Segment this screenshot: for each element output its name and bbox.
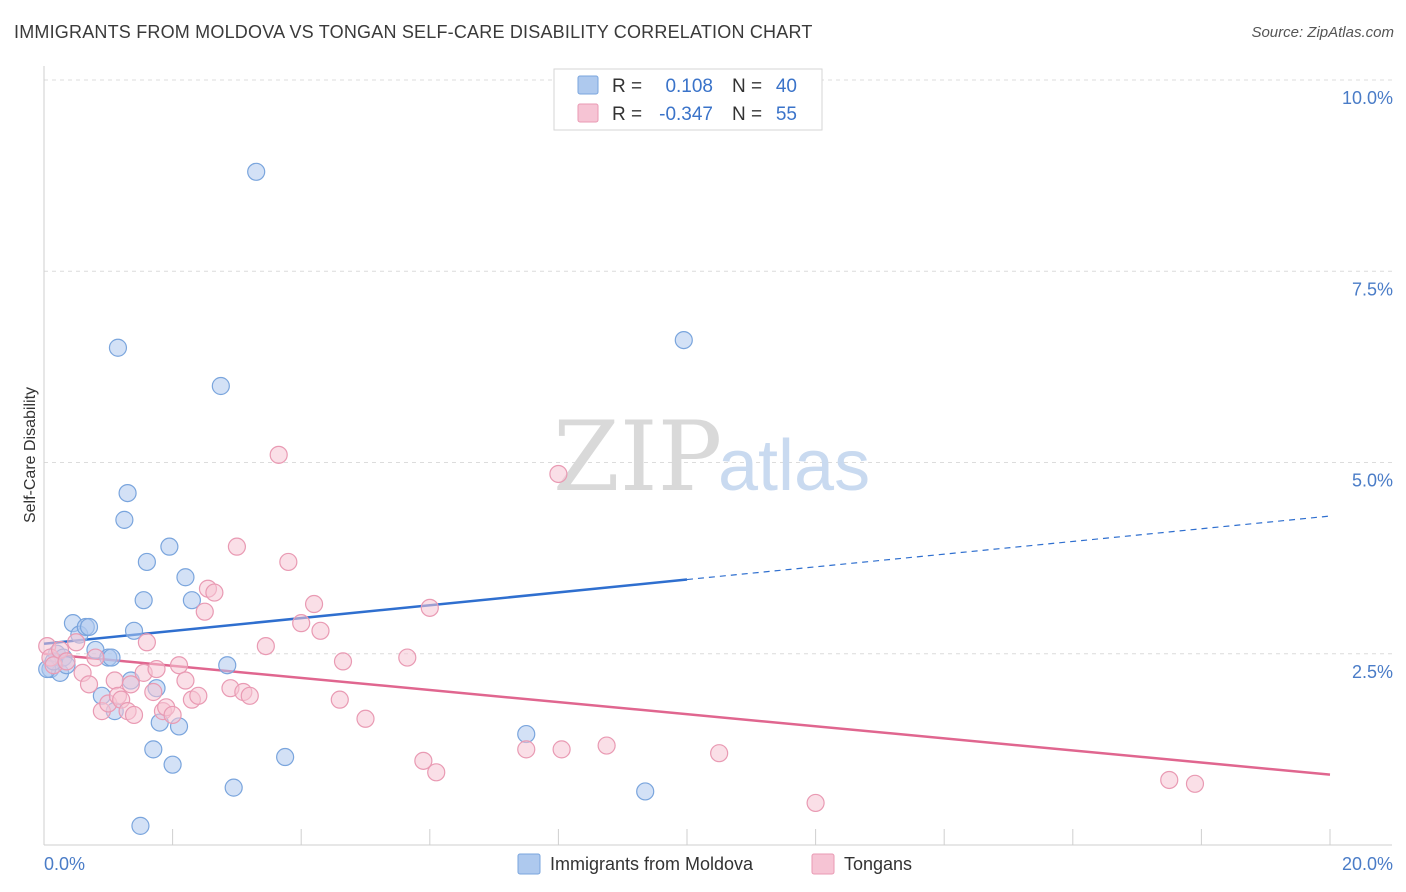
point-moldova [118,484,137,503]
bottom-legend-swatch-moldova [517,853,541,875]
point-tongans [86,648,105,667]
legend-r-label-tongans: R = [612,104,642,125]
points-layer [38,162,1205,835]
point-tongans [147,659,166,679]
legend-n-label-moldova: N = [732,76,762,97]
legend-box [553,68,823,131]
source-label: Source: ZipAtlas.com [1251,24,1394,41]
top-legend: R = 0.108 N = 40 R = -0.347 N = 55 [553,68,823,131]
point-tongans [79,675,99,694]
y-tick-label: 2.5% [1352,662,1393,682]
point-moldova [124,621,144,640]
point-tongans [124,705,144,725]
point-moldova [247,162,266,181]
point-tongans [292,614,311,633]
point-moldova [144,740,163,759]
point-moldova [115,510,134,529]
legend-swatch-tongans [577,103,599,123]
point-moldova [636,782,655,801]
trend-line-tongans [43,652,1331,776]
point-tongans [105,671,124,690]
trend-line-moldova [43,578,688,646]
point-tongans [710,744,729,763]
point-tongans [169,656,189,675]
grid-layer [44,79,1392,655]
x-tick-label: 20.0% [1342,854,1393,874]
point-tongans [176,671,195,690]
bottom-legend-label-moldova: Immigrants from Moldova [550,854,754,874]
point-moldova [163,755,182,774]
point-tongans [1185,774,1205,793]
legend-n-label-tongans: N = [732,104,762,125]
point-tongans [304,594,324,614]
point-tongans [1160,770,1179,790]
y-axis-label: Self-Care Disability [22,387,39,523]
point-moldova [517,724,536,744]
point-moldova [134,591,153,610]
chart-title: IMMIGRANTS FROM MOLDOVA VS TONGAN SELF-C… [14,22,813,42]
point-moldova [182,591,201,610]
point-tongans [163,705,182,725]
point-tongans [427,763,446,782]
point-moldova [131,816,150,835]
y-tick-label: 7.5% [1352,279,1393,299]
point-moldova [276,747,295,767]
legend-r-label-moldova: R = [612,76,642,97]
point-moldova [137,552,156,572]
point-moldova [211,376,230,396]
point-tongans [806,793,825,813]
point-tongans [256,636,275,656]
point-tongans [279,552,298,572]
point-tongans [144,682,163,702]
point-tongans [57,652,76,671]
x-tick-label: 0.0% [44,854,85,874]
point-tongans [333,652,353,671]
point-moldova [108,338,128,357]
point-tongans [67,633,86,652]
legend-n-value-moldova: 40 [776,76,797,97]
point-tongans [517,740,536,759]
point-moldova [102,648,121,667]
bottom-legend-swatch-tongans [811,853,835,875]
point-moldova [218,656,237,675]
point-tongans [269,445,288,464]
legend-n-value-tongans: 55 [776,104,797,125]
point-tongans [189,686,208,705]
point-tongans [356,709,375,728]
watermark: ZIP atlas [553,401,870,513]
point-moldova [674,331,693,350]
point-tongans [398,648,417,667]
trend-line-moldova-extension [686,515,1331,581]
point-tongans [597,736,616,755]
y-tick-label: 10.0% [1342,88,1393,108]
point-tongans [330,690,349,709]
y-tick-label: 5.0% [1352,471,1393,491]
point-tongans [205,583,224,602]
point-tongans [414,751,433,770]
watermark-atlas: atlas [718,426,870,506]
point-moldova [176,568,195,587]
point-tongans [549,464,568,484]
point-tongans [195,602,214,621]
point-tongans [552,740,571,759]
point-moldova [160,537,179,556]
bottom-legend: Immigrants from Moldova Tongans [517,853,912,875]
point-tongans [121,675,140,694]
watermark-zip: ZIP [553,401,722,513]
trend-layer [43,515,1331,776]
point-tongans [227,537,246,556]
point-tongans [420,598,439,617]
legend-swatch-moldova [577,75,599,95]
point-tongans [137,633,156,652]
legend-r-value-tongans: -0.347 [659,104,713,125]
axes-layer: 2.5% 5.0% 7.5% 10.0% 0.0% 20.0% [43,66,1393,874]
point-moldova [224,778,243,797]
bottom-legend-label-tongans: Tongans [844,854,912,874]
point-moldova [79,617,99,637]
point-tongans [240,686,259,705]
legend-r-value-moldova: 0.108 [665,76,713,97]
point-tongans [311,621,330,640]
